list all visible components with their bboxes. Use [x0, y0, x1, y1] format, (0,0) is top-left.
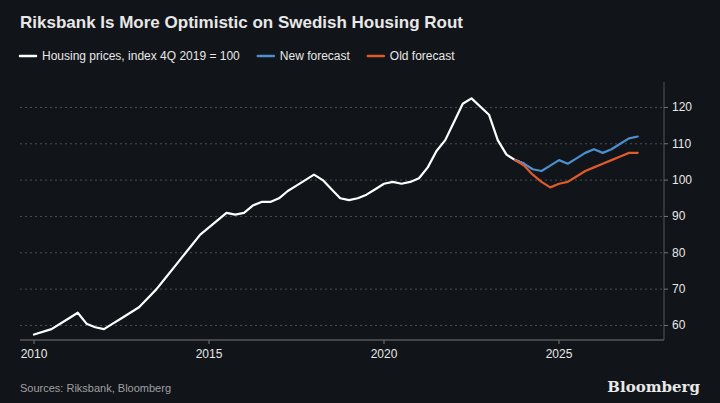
y-axis-line [664, 82, 665, 340]
grid-line [20, 252, 664, 253]
x-tick [209, 340, 210, 344]
x-axis-line [20, 340, 664, 341]
legend-swatch [20, 55, 36, 58]
series-line [515, 153, 638, 188]
y-tick [664, 216, 668, 217]
series-line [515, 137, 638, 172]
legend: Housing prices, index 4Q 2019 = 100 New f… [20, 49, 455, 63]
y-tick-label: 120 [672, 100, 692, 114]
source: Sources: Riksbank, Bloomberg [20, 382, 171, 394]
y-tick [664, 143, 668, 144]
x-tick-label: 2010 [21, 347, 48, 361]
x-tick-label: 2020 [371, 347, 398, 361]
y-tick [664, 107, 668, 108]
y-tick [664, 289, 668, 290]
x-tick-label: 2015 [196, 347, 223, 361]
legend-label: New forecast [280, 49, 351, 63]
brand: Bloomberg [607, 378, 700, 396]
lines [34, 98, 638, 334]
legend-item: Housing prices, index 4Q 2019 = 100 [20, 49, 240, 63]
x-tick [34, 340, 35, 344]
y-tick-label: 80 [672, 246, 686, 260]
x-tick [384, 340, 385, 344]
y-tick [664, 252, 668, 253]
y-tick-label: 70 [672, 282, 686, 296]
legend-item: New forecast [258, 49, 351, 63]
grid-line [20, 107, 664, 108]
y-tick [664, 180, 668, 181]
y-tick-label: 90 [672, 209, 686, 223]
grid-line [20, 180, 664, 181]
chart: Riksbank Is More Optimistic on Swedish H… [0, 0, 720, 403]
axes: 60 70 80 90 100 110 120 2010 2015 2020 2025 [20, 82, 692, 361]
x-tick [559, 340, 560, 344]
grid-line [20, 325, 664, 326]
grid-line [20, 289, 664, 290]
grid-line [20, 216, 664, 217]
legend-label: Housing prices, index 4Q 2019 = 100 [42, 49, 240, 63]
series-line [34, 98, 524, 334]
legend-label: Old forecast [390, 49, 455, 63]
y-tick-label: 60 [672, 318, 686, 332]
legend-swatch [368, 55, 384, 58]
grid [20, 107, 664, 325]
y-tick-label: 100 [672, 173, 692, 187]
x-tick-label: 2025 [546, 347, 573, 361]
title: Riksbank Is More Optimistic on Swedish H… [20, 13, 463, 32]
grid-line [20, 143, 664, 144]
legend-item: Old forecast [368, 49, 455, 63]
legend-swatch [258, 55, 274, 58]
y-tick [664, 325, 668, 326]
background [0, 0, 720, 403]
y-tick-label: 110 [672, 137, 691, 151]
